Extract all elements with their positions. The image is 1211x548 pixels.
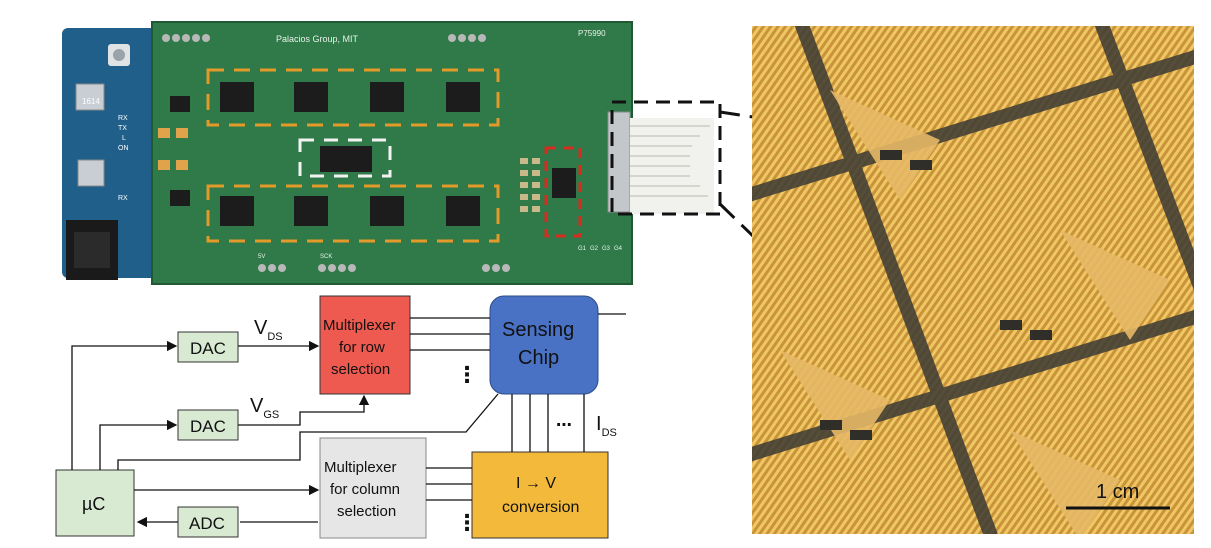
- pin-label-right-0: G1: [578, 246, 587, 252]
- pin-label-left-0: 5V: [258, 254, 265, 260]
- dac-top-label: DAC: [190, 339, 226, 358]
- pin-label-right-3: G4: [614, 246, 623, 252]
- vds-sub: DS: [267, 331, 282, 343]
- mux-row-line-1: Multiplexer: [323, 317, 396, 334]
- ids-label: IDS: [596, 413, 617, 439]
- zoom-box: [610, 100, 722, 216]
- mux-row-block: [319, 295, 411, 395]
- mux-col-line-1: Multiplexer: [324, 459, 397, 476]
- mux-row-line-3: selection: [331, 361, 390, 378]
- arduino-board: 1614 RX TX L ON RX: [62, 28, 172, 280]
- adc-label: ADC: [189, 514, 225, 533]
- pin-label-right-2: G3: [602, 246, 611, 252]
- adc-block: [177, 506, 239, 538]
- vgs-sub: GS: [263, 409, 279, 421]
- dac-mid-label: DAC: [190, 417, 226, 436]
- sensing-chip-block: [489, 295, 599, 395]
- chip-hdots: ⋯: [556, 415, 572, 434]
- dac-top-block: [177, 331, 239, 363]
- sensing-chip-line-2: Chip: [518, 347, 559, 369]
- vds-main: V: [254, 317, 268, 339]
- sensing-chip-line-1: Sensing: [502, 319, 574, 341]
- pin-label-mid-0: SCK: [320, 254, 332, 260]
- pcb-serial: P75990: [578, 29, 606, 38]
- vds-label: VDS: [254, 317, 283, 343]
- mux-col-line-3: selection: [337, 503, 396, 520]
- iv-conversion-block: [471, 451, 609, 539]
- arduino-label-l: L: [122, 135, 126, 142]
- ids-sub: DS: [602, 427, 617, 439]
- mux-row-line-2: for row: [339, 339, 385, 356]
- usb-label: 1614: [82, 97, 100, 106]
- mux-col-line-2: for column: [330, 481, 400, 498]
- uc-label: µC: [82, 494, 105, 514]
- ids-main: I: [596, 413, 602, 435]
- arduino-label-rx2: RX: [118, 195, 128, 202]
- vgs-label: VGS: [250, 395, 279, 421]
- mux-col-block: [319, 437, 427, 539]
- pcb-title: Palacios Group, MIT: [276, 34, 359, 44]
- arduino-label-on: ON: [118, 145, 129, 152]
- arduino-label-rx: RX: [118, 115, 128, 122]
- row-dots: ⋮: [456, 363, 478, 388]
- uc-block: [55, 469, 135, 537]
- iv-line-2: conversion: [502, 499, 579, 516]
- vgs-main: V: [250, 395, 264, 417]
- arduino-label-tx: TX: [118, 125, 127, 132]
- scale-bar-label: 1 cm: [1096, 481, 1139, 503]
- iv-line-1: I → V: [516, 475, 556, 492]
- pin-label-right-1: G2: [590, 246, 599, 252]
- col-dots: ⋮: [456, 511, 478, 536]
